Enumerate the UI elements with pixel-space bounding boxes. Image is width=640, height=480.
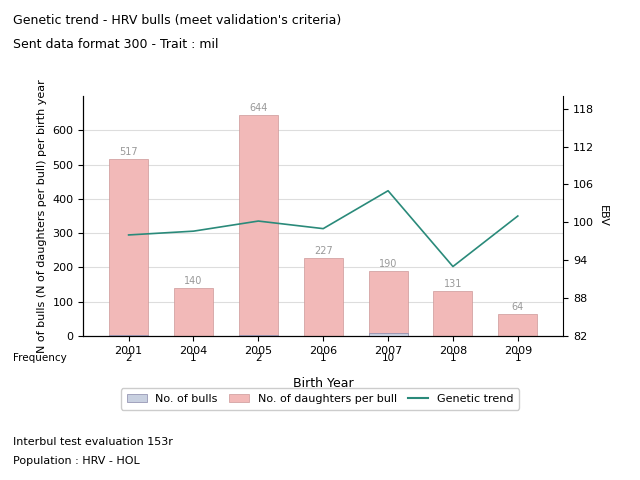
Text: 2: 2 [255, 353, 262, 362]
Text: Genetic trend - HRV bulls (meet validation's criteria): Genetic trend - HRV bulls (meet validati… [13, 14, 341, 27]
Bar [109, 159, 148, 336]
Text: 227: 227 [314, 246, 333, 256]
Text: 2: 2 [125, 353, 132, 362]
Text: Sent data format 300 - Trait : mil: Sent data format 300 - Trait : mil [13, 38, 218, 51]
Text: 644: 644 [249, 103, 268, 113]
Bar [433, 291, 472, 336]
Text: 190: 190 [379, 259, 397, 269]
Text: 1: 1 [320, 353, 326, 362]
Bar [369, 333, 408, 336]
Text: Birth Year: Birth Year [293, 377, 353, 390]
Text: 10: 10 [381, 353, 395, 362]
Text: 64: 64 [511, 302, 524, 312]
Text: 517: 517 [119, 147, 138, 156]
Text: Interbul test evaluation 153r: Interbul test evaluation 153r [13, 437, 173, 447]
Bar [239, 115, 278, 336]
Y-axis label: EBV: EBV [598, 205, 608, 227]
Text: Population : HRV - HOL: Population : HRV - HOL [13, 456, 140, 466]
Bar [174, 288, 213, 336]
Y-axis label: N of bulls (N of daughters per bull) per birth year: N of bulls (N of daughters per bull) per… [36, 79, 47, 353]
Text: Frequency: Frequency [13, 353, 67, 362]
Text: 131: 131 [444, 279, 462, 289]
Text: 140: 140 [184, 276, 203, 286]
Text: 1: 1 [190, 353, 196, 362]
Text: 1: 1 [450, 353, 456, 362]
Text: 1: 1 [515, 353, 521, 362]
Bar [499, 314, 537, 336]
Bar [304, 258, 342, 336]
Bar [369, 271, 408, 336]
Legend: No. of bulls, No. of daughters per bull, Genetic trend: No. of bulls, No. of daughters per bull,… [121, 388, 519, 409]
